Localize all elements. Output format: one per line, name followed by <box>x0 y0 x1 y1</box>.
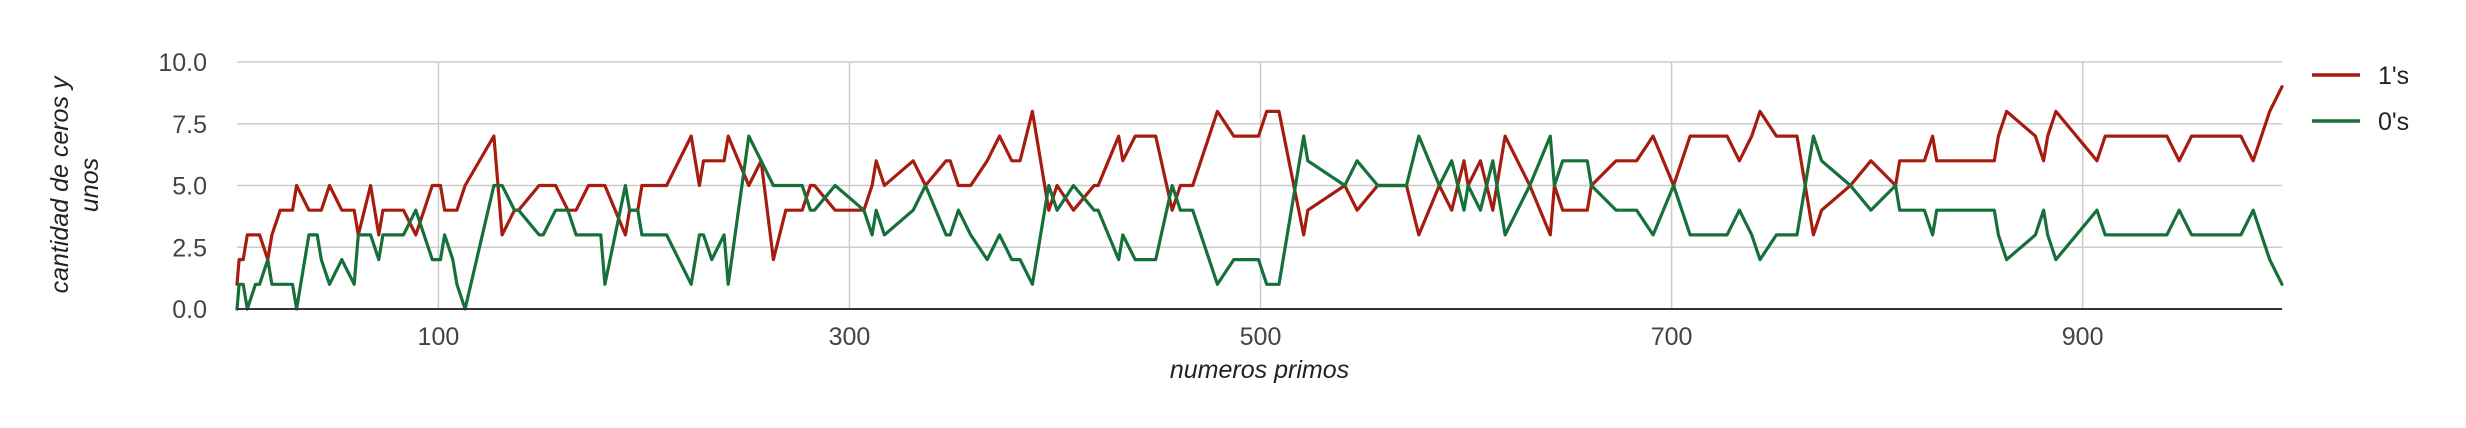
y-axis-ticks: 0.0 2.5 5.0 7.5 10.0 <box>158 49 207 324</box>
legend: 1's 0's <box>2312 62 2409 136</box>
y-tick-label: 10.0 <box>158 49 207 77</box>
gridlines <box>237 61 2282 309</box>
x-tick-label: 500 <box>1240 323 1282 351</box>
x-tick-label: 100 <box>418 323 460 351</box>
series-line-zeros <box>235 134 2284 311</box>
y-tick-label: 2.5 <box>172 234 207 262</box>
x-axis-ticks: 100 300 500 700 900 <box>418 323 2104 351</box>
series-lines <box>235 85 2284 311</box>
legend-label: 1's <box>2378 62 2409 90</box>
y-tick-label: 0.0 <box>172 296 207 324</box>
y-tick-label: 7.5 <box>172 111 207 139</box>
x-tick-label: 700 <box>1651 323 1693 351</box>
x-axis-title: numeros primos <box>1170 356 1349 384</box>
y-axis-title: cantidad de ceros y unos <box>46 75 104 293</box>
y-axis-title-line-1: cantidad de ceros y <box>46 75 74 293</box>
legend-label: 0's <box>2378 108 2409 136</box>
x-tick-label: 300 <box>829 323 871 351</box>
series-line-ones <box>235 85 2284 286</box>
y-tick-label: 5.0 <box>172 173 207 201</box>
x-tick-label: 900 <box>2062 323 2104 351</box>
y-axis-title-line-2: unos <box>76 158 104 212</box>
